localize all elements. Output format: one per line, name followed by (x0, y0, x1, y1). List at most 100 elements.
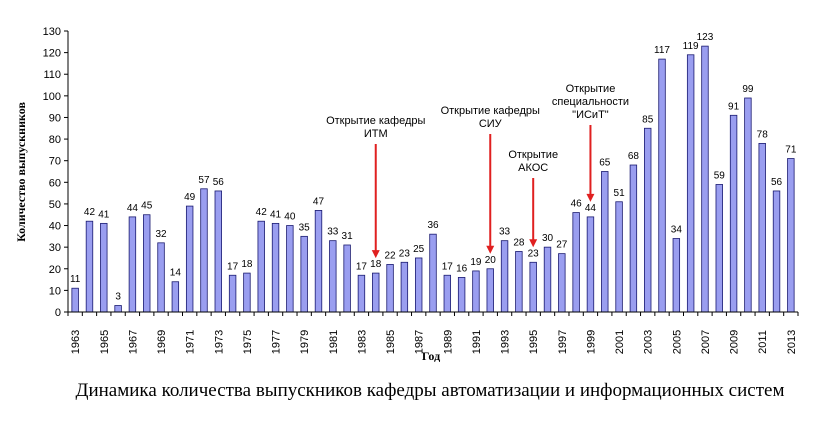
x-axis: 1963 1965 1967 1969 1971 1973 1975 1977 1979 1981… (67, 312, 799, 354)
bar (100, 222, 108, 313)
data-label: 41 (270, 209, 282, 220)
annotation-text: Открытие (508, 149, 558, 161)
y-tick-label: 90 (49, 112, 61, 124)
annotation-arrowhead (586, 193, 595, 202)
x-tick-label: 1963 (70, 330, 82, 354)
data-label: 44 (585, 203, 597, 214)
data-label: 28 (513, 237, 525, 248)
data-label: 35 (299, 222, 311, 233)
y-tick-label: 70 (49, 156, 61, 168)
y-tick-label: 130 (43, 26, 61, 38)
annotation-text: ИТМ (364, 128, 388, 140)
x-tick-label: 1995 (528, 330, 540, 354)
bar (343, 244, 351, 313)
annotation-text: СИУ (479, 118, 503, 130)
x-tick-label: 2013 (786, 330, 798, 354)
data-label: 56 (771, 177, 783, 188)
bar (228, 274, 237, 313)
data-label: 23 (399, 248, 411, 259)
bar (214, 190, 222, 313)
bar (357, 274, 366, 313)
bar (185, 205, 194, 313)
bar (601, 171, 609, 313)
x-tick-label: 2009 (729, 330, 741, 354)
y-tick-label: 10 (49, 285, 61, 297)
y-tick-label: 110 (43, 69, 61, 81)
annotation-text: Открытие кафедры (326, 115, 425, 127)
bar (71, 287, 79, 313)
bar (171, 281, 180, 313)
data-label: 57 (198, 175, 210, 186)
bar (729, 114, 738, 313)
data-label: 27 (556, 240, 568, 251)
x-tick-label: 1973 (213, 330, 225, 354)
x-tick-label: 2003 (643, 330, 655, 354)
x-tick-label: 1999 (585, 330, 597, 354)
data-label: 123 (697, 32, 714, 43)
data-label: 19 (470, 257, 482, 268)
data-label: 30 (542, 233, 554, 244)
x-tick-label: 1975 (242, 330, 254, 354)
x-tick-label: 1967 (127, 330, 139, 354)
bar (314, 210, 323, 313)
y-axis-label: Количество выпускников (14, 102, 28, 242)
bar (472, 270, 480, 313)
data-label: 33 (499, 227, 511, 238)
bar (114, 305, 122, 313)
bar (157, 242, 165, 313)
data-label: 71 (785, 145, 797, 156)
bar (543, 246, 552, 313)
annotation-text: Открытие кафедры (441, 105, 540, 117)
data-label: 47 (313, 196, 325, 207)
data-label: 78 (757, 129, 769, 140)
data-label: 46 (571, 199, 583, 210)
y-tick-label: 40 (49, 221, 61, 233)
bar (715, 184, 723, 313)
data-label: 33 (327, 227, 339, 238)
bar (701, 45, 709, 313)
data-label: 11 (70, 274, 81, 285)
data-label: 22 (384, 250, 396, 261)
data-label: 42 (84, 207, 96, 218)
x-tick-label: 1991 (471, 330, 483, 354)
data-label: 20 (485, 255, 497, 266)
bar (286, 225, 294, 313)
x-tick-label: 2001 (614, 330, 626, 354)
bar (558, 253, 566, 313)
x-tick-label: 1977 (271, 330, 283, 354)
bar (300, 235, 308, 313)
data-label: 51 (614, 188, 626, 199)
x-tick-label: 2005 (671, 330, 683, 354)
data-label: 42 (256, 207, 268, 218)
data-label: 99 (742, 84, 754, 95)
bar-series (71, 45, 795, 313)
x-tick-label: 1985 (385, 330, 397, 354)
bar (787, 158, 795, 313)
x-tick-label: 1965 (99, 330, 111, 354)
x-tick-label: 1971 (185, 330, 197, 354)
bar (200, 188, 208, 313)
data-label: 31 (342, 231, 354, 242)
bar (400, 261, 409, 313)
y-tick-label: 50 (49, 199, 61, 211)
data-label: 49 (184, 192, 196, 203)
bar (457, 277, 466, 313)
bar (372, 272, 380, 313)
bar (629, 164, 638, 313)
x-tick-label: 1969 (156, 330, 168, 354)
bar (586, 216, 595, 313)
data-label: 17 (227, 261, 239, 272)
data-label: 40 (284, 212, 296, 223)
bar (644, 127, 652, 313)
data-label: 36 (427, 220, 439, 231)
bar (572, 212, 580, 313)
bar (529, 261, 537, 313)
annotation-text: специальности (552, 96, 629, 108)
data-label: 56 (213, 177, 225, 188)
bar (744, 97, 752, 313)
bar (486, 268, 494, 313)
data-label: 25 (413, 244, 425, 255)
annotation-text: АКОС (518, 162, 548, 174)
